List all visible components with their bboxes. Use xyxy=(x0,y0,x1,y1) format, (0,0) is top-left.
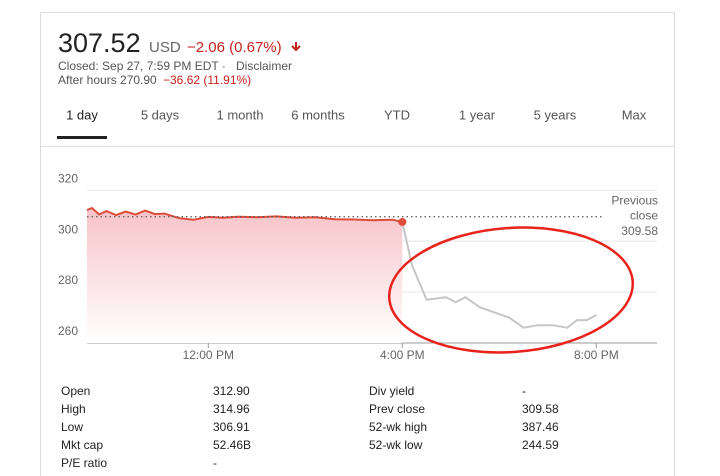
stat-label: Mkt cap xyxy=(61,438,103,452)
label-word: Previous xyxy=(611,194,658,208)
tab[interactable]: 5 days xyxy=(141,107,180,122)
closed-time: Closed: Sep 27, 7:59 PM EDT · xyxy=(58,59,226,73)
stat-value: 306.91 xyxy=(213,420,250,434)
label-word: close xyxy=(630,209,658,223)
disclaimer-link[interactable]: Disclaimer xyxy=(236,59,292,73)
stat-label: Prev close xyxy=(369,402,425,416)
stat-value: - xyxy=(522,384,526,398)
stat-label: Div yield xyxy=(369,384,414,398)
stat-label: High xyxy=(61,402,86,416)
price-line xyxy=(86,206,403,223)
y-tick-label: 280 xyxy=(58,273,78,287)
stats: Open 312.90 High 314.96 Low 306.91 Mkt cap 52.4… xyxy=(61,384,559,470)
stat-label: Low xyxy=(61,420,83,434)
tab[interactable]: YTD xyxy=(384,107,410,122)
previous-close-value: 309.58 xyxy=(621,224,658,238)
annotation-circle xyxy=(387,226,635,354)
area xyxy=(87,208,403,343)
x-tick-label: 8:00 PM xyxy=(574,348,619,362)
y-tick-label: 320 xyxy=(58,171,78,185)
x-tick-label: 12:00 PM xyxy=(183,348,234,362)
price-line xyxy=(401,221,597,329)
after-hours-change: −36.62 (11.91%) xyxy=(163,73,251,87)
after-hours: After hours 270.90 xyxy=(58,73,157,87)
y-tick-label: 260 xyxy=(58,324,78,338)
down-arrow xyxy=(291,42,301,52)
price: 307.52 xyxy=(58,28,141,58)
tab[interactable]: 1 year xyxy=(459,107,496,122)
y-tick-label: 300 xyxy=(58,222,78,236)
change: −2.06 (0.67%) xyxy=(187,39,282,56)
tab[interactable]: 5 years xyxy=(534,107,577,122)
tab[interactable]: Max xyxy=(622,107,647,122)
tab[interactable]: 6 months xyxy=(291,107,345,122)
stat-value: 244.59 xyxy=(522,438,559,452)
active-tab-underline xyxy=(57,136,107,139)
previous-close-label: Previous close xyxy=(611,194,658,223)
stat-label: 52-wk high xyxy=(369,420,427,434)
stat-value: 309.58 xyxy=(522,402,559,416)
x-tick-label: 4:00 PM xyxy=(380,348,425,362)
stat-label: P/E ratio xyxy=(61,456,107,470)
chart: 260 280 300 320 12:00 PM 4:00 PM 8:00 PM Previo… xyxy=(58,171,658,362)
stat-value: 312.90 xyxy=(213,384,250,398)
tab[interactable]: 1 day xyxy=(66,107,98,122)
close-dot xyxy=(398,217,407,226)
stat-value: - xyxy=(213,456,217,470)
tabs: 1 day 5 days 1 month 6 months YTD 1 year 5 yea… xyxy=(57,107,647,139)
stat-label: Open xyxy=(61,384,90,398)
stat-label: 52-wk low xyxy=(369,438,423,452)
currency: USD xyxy=(149,39,181,56)
tab[interactable]: 1 month xyxy=(217,107,264,122)
stat-value: 314.96 xyxy=(213,402,250,416)
stat-value: 387.46 xyxy=(522,420,559,434)
stat-value: 52.46B xyxy=(213,438,251,452)
